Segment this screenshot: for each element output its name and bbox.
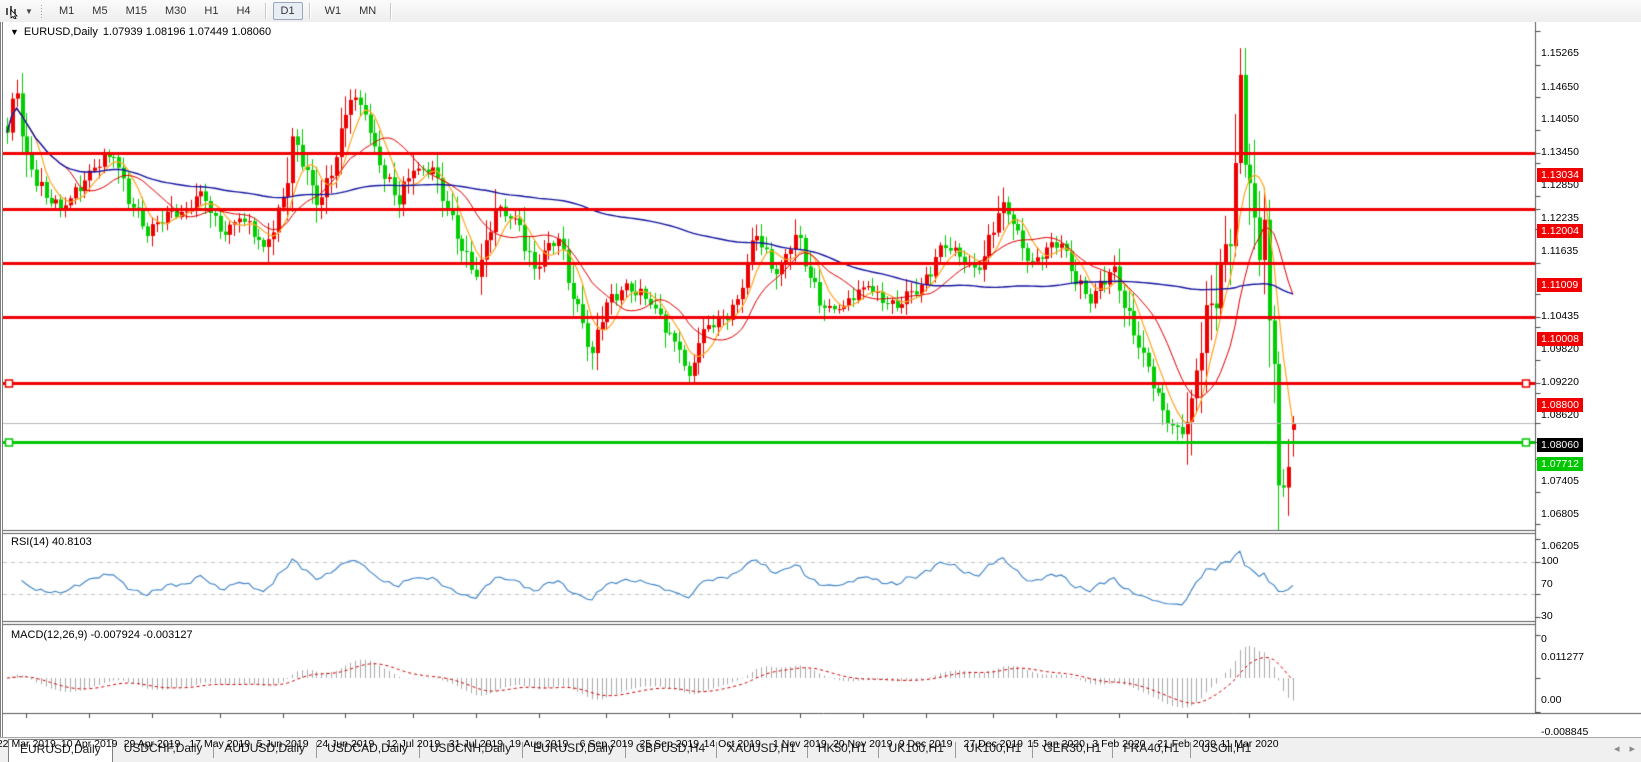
price-tick-label: 1.11635 [1541, 244, 1579, 257]
price-level-badge-1.07712: 1.07712 [1537, 457, 1583, 472]
date-axis-label: 27 Dec 2019 [963, 738, 1024, 750]
macd-name: MACD(12,26,9) [11, 629, 88, 641]
rsi-tick-label: 100 [1541, 555, 1559, 567]
price-tick-label: 1.06805 [1541, 507, 1579, 520]
date-axis-label: 5 Jun 2019 [256, 738, 309, 750]
price-tick-label: 1.09220 [1541, 376, 1579, 389]
rsi-tick-label: 70 [1541, 578, 1553, 591]
chart-symbol-label: EURUSD,Daily [23, 26, 98, 38]
bottom-tab-ger30-h1[interactable]: GER30,H1 [1032, 738, 1112, 762]
toolbar-separator [264, 3, 267, 19]
rsi-tick-label: 30 [1541, 609, 1553, 622]
rsi-indicator-label: RSI(14) 40.8103 [11, 536, 92, 548]
timeframe-button-h4[interactable]: H4 [236, 5, 251, 17]
date-axis-label: 20 Nov 2019 [832, 738, 893, 750]
top-toolbar: ▼ M1 M5 M15 M30 H1 H4 D1 W1 MN [0, 0, 1641, 23]
price-tick-label: 1.10435 [1541, 310, 1579, 322]
bottom-tab-usdchf-daily[interactable]: USDCHF,Daily [123, 741, 203, 755]
price-tick-label: 1.14050 [1541, 113, 1579, 126]
chart-tabs: EURUSD,Daily USDCHF,Daily AUDUSD,Daily USDC… [0, 738, 1262, 762]
macd-tick-label: -0.008845 [1541, 726, 1589, 738]
timeframe-button-m5[interactable]: M5 [92, 5, 108, 17]
date-axis-label: 1 Nov 2019 [773, 738, 827, 750]
date-axis-label: 17 May 2019 [189, 738, 251, 750]
rsi-tick-label: 0 [1541, 633, 1547, 645]
date-axis-label: 9 Dec 2019 [898, 738, 953, 750]
price-level-badge-1.10008: 1.10008 [1537, 332, 1583, 347]
price-tick-label: 1.07405 [1541, 474, 1579, 487]
timeframe-button-m15[interactable]: M15 [125, 5, 147, 17]
price-chart-canvas[interactable] [3, 22, 1641, 738]
price-tick-label: 1.13450 [1541, 145, 1579, 158]
date-axis-label: 19 Aug 2019 [509, 738, 569, 750]
bottom-tab-audusd-daily[interactable]: AUDUSD,Daily [213, 738, 316, 762]
date-axis-label: 11 Mar 2020 [1220, 738, 1279, 750]
bottom-tab-usoil-h1[interactable]: USOil,H1 [1190, 738, 1262, 762]
chart-ohlc-values: 1.07939 1.08196 1.07449 1.08060 [102, 26, 272, 38]
timeframe-button-d1[interactable]: D1 [272, 2, 303, 20]
bottom-tab-fra40-h1[interactable]: FRA40,H1 [1112, 738, 1190, 762]
price-tick-label: 1.12235 [1541, 212, 1579, 224]
bottom-tab-eurusd-daily[interactable]: EURUSD,Daily [8, 739, 113, 762]
macd-values: -0.007924 -0.003127 [90, 629, 193, 641]
price-tick-label: 1.15265 [1541, 47, 1579, 60]
rsi-name: RSI(14) [11, 536, 49, 548]
price-level-badge-1.08060: 1.08060 [1537, 438, 1583, 453]
chart-cursor-icon[interactable] [2, 2, 22, 20]
date-axis-label: 3 Feb 2020 [1092, 738, 1146, 750]
price-level-badge-1.11009: 1.11009 [1537, 277, 1583, 292]
date-axis-label: 29 Apr 2019 [123, 738, 181, 750]
macd-indicator-label: MACD(12,26,9) -0.007924 -0.003127 [11, 629, 193, 641]
date-axis-label: 10 Apr 2019 [60, 738, 118, 750]
date-axis-label: 15 Jan 2020 [1027, 738, 1085, 750]
price-tick-label: 1.09820 [1541, 343, 1579, 356]
bottom-tab-uk100-h1[interactable]: UK100,H1 [877, 738, 955, 762]
chart-window: ▼ EURUSD,Daily 1.07939 1.08196 1.07449 1… [0, 22, 1641, 750]
date-axis-label: 6 Sep 2019 [579, 738, 634, 750]
tab-scroll-left-icon[interactable]: ◂ [1613, 743, 1620, 755]
bottom-tab-usdcnh-daily[interactable]: USDCNH,Daily [418, 738, 522, 762]
chart-cursor-icon-svg [5, 5, 18, 19]
date-axis-label: 31 Jul 2019 [448, 738, 504, 750]
toolbar-separator [308, 3, 311, 19]
toolbar-separator [390, 3, 393, 19]
date-axis-label: 12 Jul 2019 [385, 738, 441, 750]
bottom-tab-hk50-h1[interactable]: HK50,H1 [806, 738, 878, 762]
date-axis-label: 24 Jun 2019 [316, 738, 375, 750]
symbol-dropdown-icon[interactable]: ▼ [10, 27, 19, 37]
timeframe-button-mn[interactable]: MN [359, 5, 377, 17]
rsi-value: 40.8103 [51, 536, 92, 548]
chart-tab-bar: EURUSD,Daily USDCHF,Daily AUDUSD,Daily USDC… [0, 737, 1641, 762]
bottom-tab-xauusd-h1[interactable]: XAUUSD,H1 [716, 738, 807, 762]
date-axis-label: 25 Sep 2019 [639, 738, 700, 750]
price-tick-label: 1.06205 [1541, 540, 1579, 553]
price-level-badge-1.12004: 1.12004 [1537, 223, 1583, 238]
date-axis-label: 21 Feb 2020 [1157, 738, 1217, 750]
bottom-tab-uk100-h1[interactable]: UK100,H1 [954, 738, 1032, 762]
tab-scroll-right-icon[interactable]: ▸ [1629, 743, 1635, 755]
timeframe-button-m30[interactable]: M30 [164, 5, 187, 17]
bottom-tab-gbpusd-h4[interactable]: GBPUSD,H4 [624, 738, 716, 762]
macd-tick-label: 0.011277 [1541, 650, 1585, 663]
price-level-badge-1.08800: 1.08800 [1537, 398, 1583, 413]
timeframe-button-group: M1 M5 M15 M30 H1 H4 D1 W1 MN [50, 2, 397, 20]
bottom-tab-eurusd-daily[interactable]: EURUSD,Daily [522, 738, 625, 762]
chart-title: ▼ EURUSD,Daily 1.07939 1.08196 1.07449 1… [10, 26, 271, 38]
timeframe-button-m1[interactable]: M1 [59, 5, 75, 17]
bottom-tab-usdcad-daily[interactable]: USDCAD,Daily [316, 738, 419, 762]
timeframe-button-h1[interactable]: H1 [204, 5, 219, 17]
timeframe-button-w1[interactable]: W1 [324, 5, 342, 17]
tab-scroll-controls: ◂ ▸ [1614, 742, 1635, 755]
price-tick-label: 1.14650 [1541, 80, 1579, 93]
price-tick-label: 1.12850 [1541, 178, 1579, 191]
macd-tick-label: 0.00 [1541, 694, 1562, 706]
toolbar-drag-handle[interactable] [40, 4, 44, 18]
date-axis-label: 14 Oct 2019 [703, 738, 761, 750]
price-level-badge-1.13034: 1.13034 [1537, 167, 1583, 182]
cursor-tool-dropdown-icon[interactable]: ▼ [25, 6, 33, 16]
date-axis-label: 22 Mar 2019 [0, 738, 56, 750]
